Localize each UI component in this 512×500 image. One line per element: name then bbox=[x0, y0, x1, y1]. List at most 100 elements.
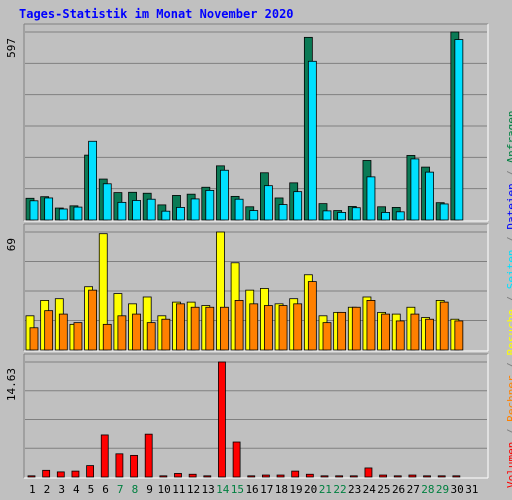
pages-bar bbox=[322, 210, 332, 221]
sites-bar bbox=[29, 327, 39, 351]
pages-bar bbox=[454, 39, 464, 221]
volume-bar bbox=[305, 473, 314, 478]
sites-bar bbox=[220, 306, 229, 351]
volume-bar bbox=[188, 473, 197, 478]
sites-bar bbox=[58, 313, 68, 351]
pages-bar bbox=[381, 212, 391, 221]
x-tick-label: 24 bbox=[363, 483, 377, 496]
legend-item: Seiten bbox=[505, 249, 512, 290]
pages-bar bbox=[44, 197, 54, 221]
volume-bar bbox=[56, 471, 65, 478]
legend-separator: / bbox=[505, 163, 512, 183]
volume-bar bbox=[144, 433, 153, 478]
x-tick-label: 6 bbox=[102, 483, 109, 496]
x-tick-label: 3 bbox=[58, 483, 65, 496]
pages-bar bbox=[337, 212, 347, 221]
pages-bar bbox=[190, 198, 200, 221]
pages-bar bbox=[307, 60, 317, 221]
sites-bar bbox=[410, 313, 420, 351]
volume-bar bbox=[437, 475, 446, 478]
volume-bar bbox=[42, 469, 51, 478]
volume-bar bbox=[115, 453, 124, 478]
pages-bar bbox=[161, 210, 171, 221]
sites-bar bbox=[351, 306, 361, 351]
legend: Volumen / Rechner / Besuche / Seiten / D… bbox=[490, 110, 512, 488]
x-tick-label: 15 bbox=[231, 483, 244, 496]
x-tick-label: 27 bbox=[407, 483, 420, 496]
x-tick-label: 5 bbox=[88, 483, 95, 496]
x-tick-label: 2 bbox=[44, 483, 51, 496]
pages-bar bbox=[439, 203, 449, 221]
sites-bar bbox=[205, 306, 215, 351]
x-tick-label: 26 bbox=[392, 483, 405, 496]
volume-bar bbox=[261, 474, 270, 478]
x-tick-label: 9 bbox=[146, 483, 153, 496]
x-tick-label: 11 bbox=[172, 483, 185, 496]
volume-bar bbox=[291, 470, 300, 478]
legend-item: Dateien bbox=[505, 183, 512, 230]
sites-bar bbox=[293, 303, 303, 351]
x-tick-label: 19 bbox=[289, 483, 302, 496]
sites-bar bbox=[88, 289, 97, 351]
volume-bar bbox=[218, 361, 226, 478]
sites-bar bbox=[425, 318, 434, 351]
x-tick-label: 21 bbox=[319, 483, 332, 496]
pages-bar bbox=[234, 198, 244, 221]
x-tick-label: 28 bbox=[421, 483, 434, 496]
volume-bar bbox=[71, 470, 80, 478]
sites-bar bbox=[381, 313, 391, 351]
x-tick-label: 17 bbox=[260, 483, 273, 496]
pages-bar bbox=[220, 169, 229, 221]
sites-bar bbox=[44, 310, 54, 351]
x-tick-label: 25 bbox=[377, 483, 390, 496]
legend-item: Rechner bbox=[505, 375, 512, 422]
sites-bar bbox=[146, 322, 156, 351]
pages-bar bbox=[425, 171, 434, 221]
sites-bar bbox=[263, 305, 273, 351]
volume-bar bbox=[100, 434, 109, 478]
sites-bar bbox=[366, 300, 376, 351]
pages-bar bbox=[293, 191, 303, 221]
pages-bar bbox=[205, 189, 215, 221]
sites-bar bbox=[454, 320, 464, 351]
sites-bar bbox=[73, 322, 83, 351]
x-tick-label: 20 bbox=[304, 483, 317, 496]
volume-ymax-label: 14.63 bbox=[5, 368, 18, 401]
legend-separator: / bbox=[505, 230, 512, 250]
pages-bar bbox=[73, 206, 83, 221]
sites-bar bbox=[322, 322, 332, 351]
pages-bar bbox=[263, 185, 273, 221]
legend-item: Volumen bbox=[505, 441, 512, 488]
chart-title: Tages-Statistik im Monat November 2020 bbox=[19, 7, 294, 21]
pages-bar bbox=[132, 200, 141, 221]
sites-bar bbox=[395, 320, 405, 351]
volume-bar bbox=[203, 475, 212, 478]
x-tick-label: 23 bbox=[348, 483, 361, 496]
volume-bar bbox=[174, 473, 182, 478]
x-tick-label: 13 bbox=[202, 483, 215, 496]
volume-bar bbox=[276, 474, 285, 478]
sites-bar bbox=[278, 305, 288, 351]
volume-bar bbox=[393, 475, 402, 478]
sites-bar bbox=[117, 315, 127, 351]
volume-bar bbox=[349, 475, 358, 478]
volume-bar bbox=[159, 475, 168, 478]
volume-bar bbox=[379, 474, 388, 478]
volume-bar bbox=[423, 475, 431, 478]
sites-bar bbox=[190, 306, 200, 351]
x-tick-label: 10 bbox=[158, 483, 171, 496]
pages-bar bbox=[146, 198, 156, 221]
sites-bar bbox=[234, 300, 244, 351]
pages-bar bbox=[410, 158, 420, 221]
x-tick-label: 31 bbox=[465, 483, 478, 496]
sites-bar bbox=[161, 318, 171, 351]
sites-bar bbox=[249, 303, 259, 351]
pages-bar bbox=[249, 210, 259, 221]
sites-bar bbox=[132, 313, 141, 351]
volume-bar bbox=[130, 454, 138, 478]
x-tick-label: 30 bbox=[451, 483, 464, 496]
x-tick-label: 14 bbox=[216, 483, 230, 496]
volume-bar bbox=[335, 475, 344, 478]
x-tick-label: 4 bbox=[73, 483, 80, 496]
